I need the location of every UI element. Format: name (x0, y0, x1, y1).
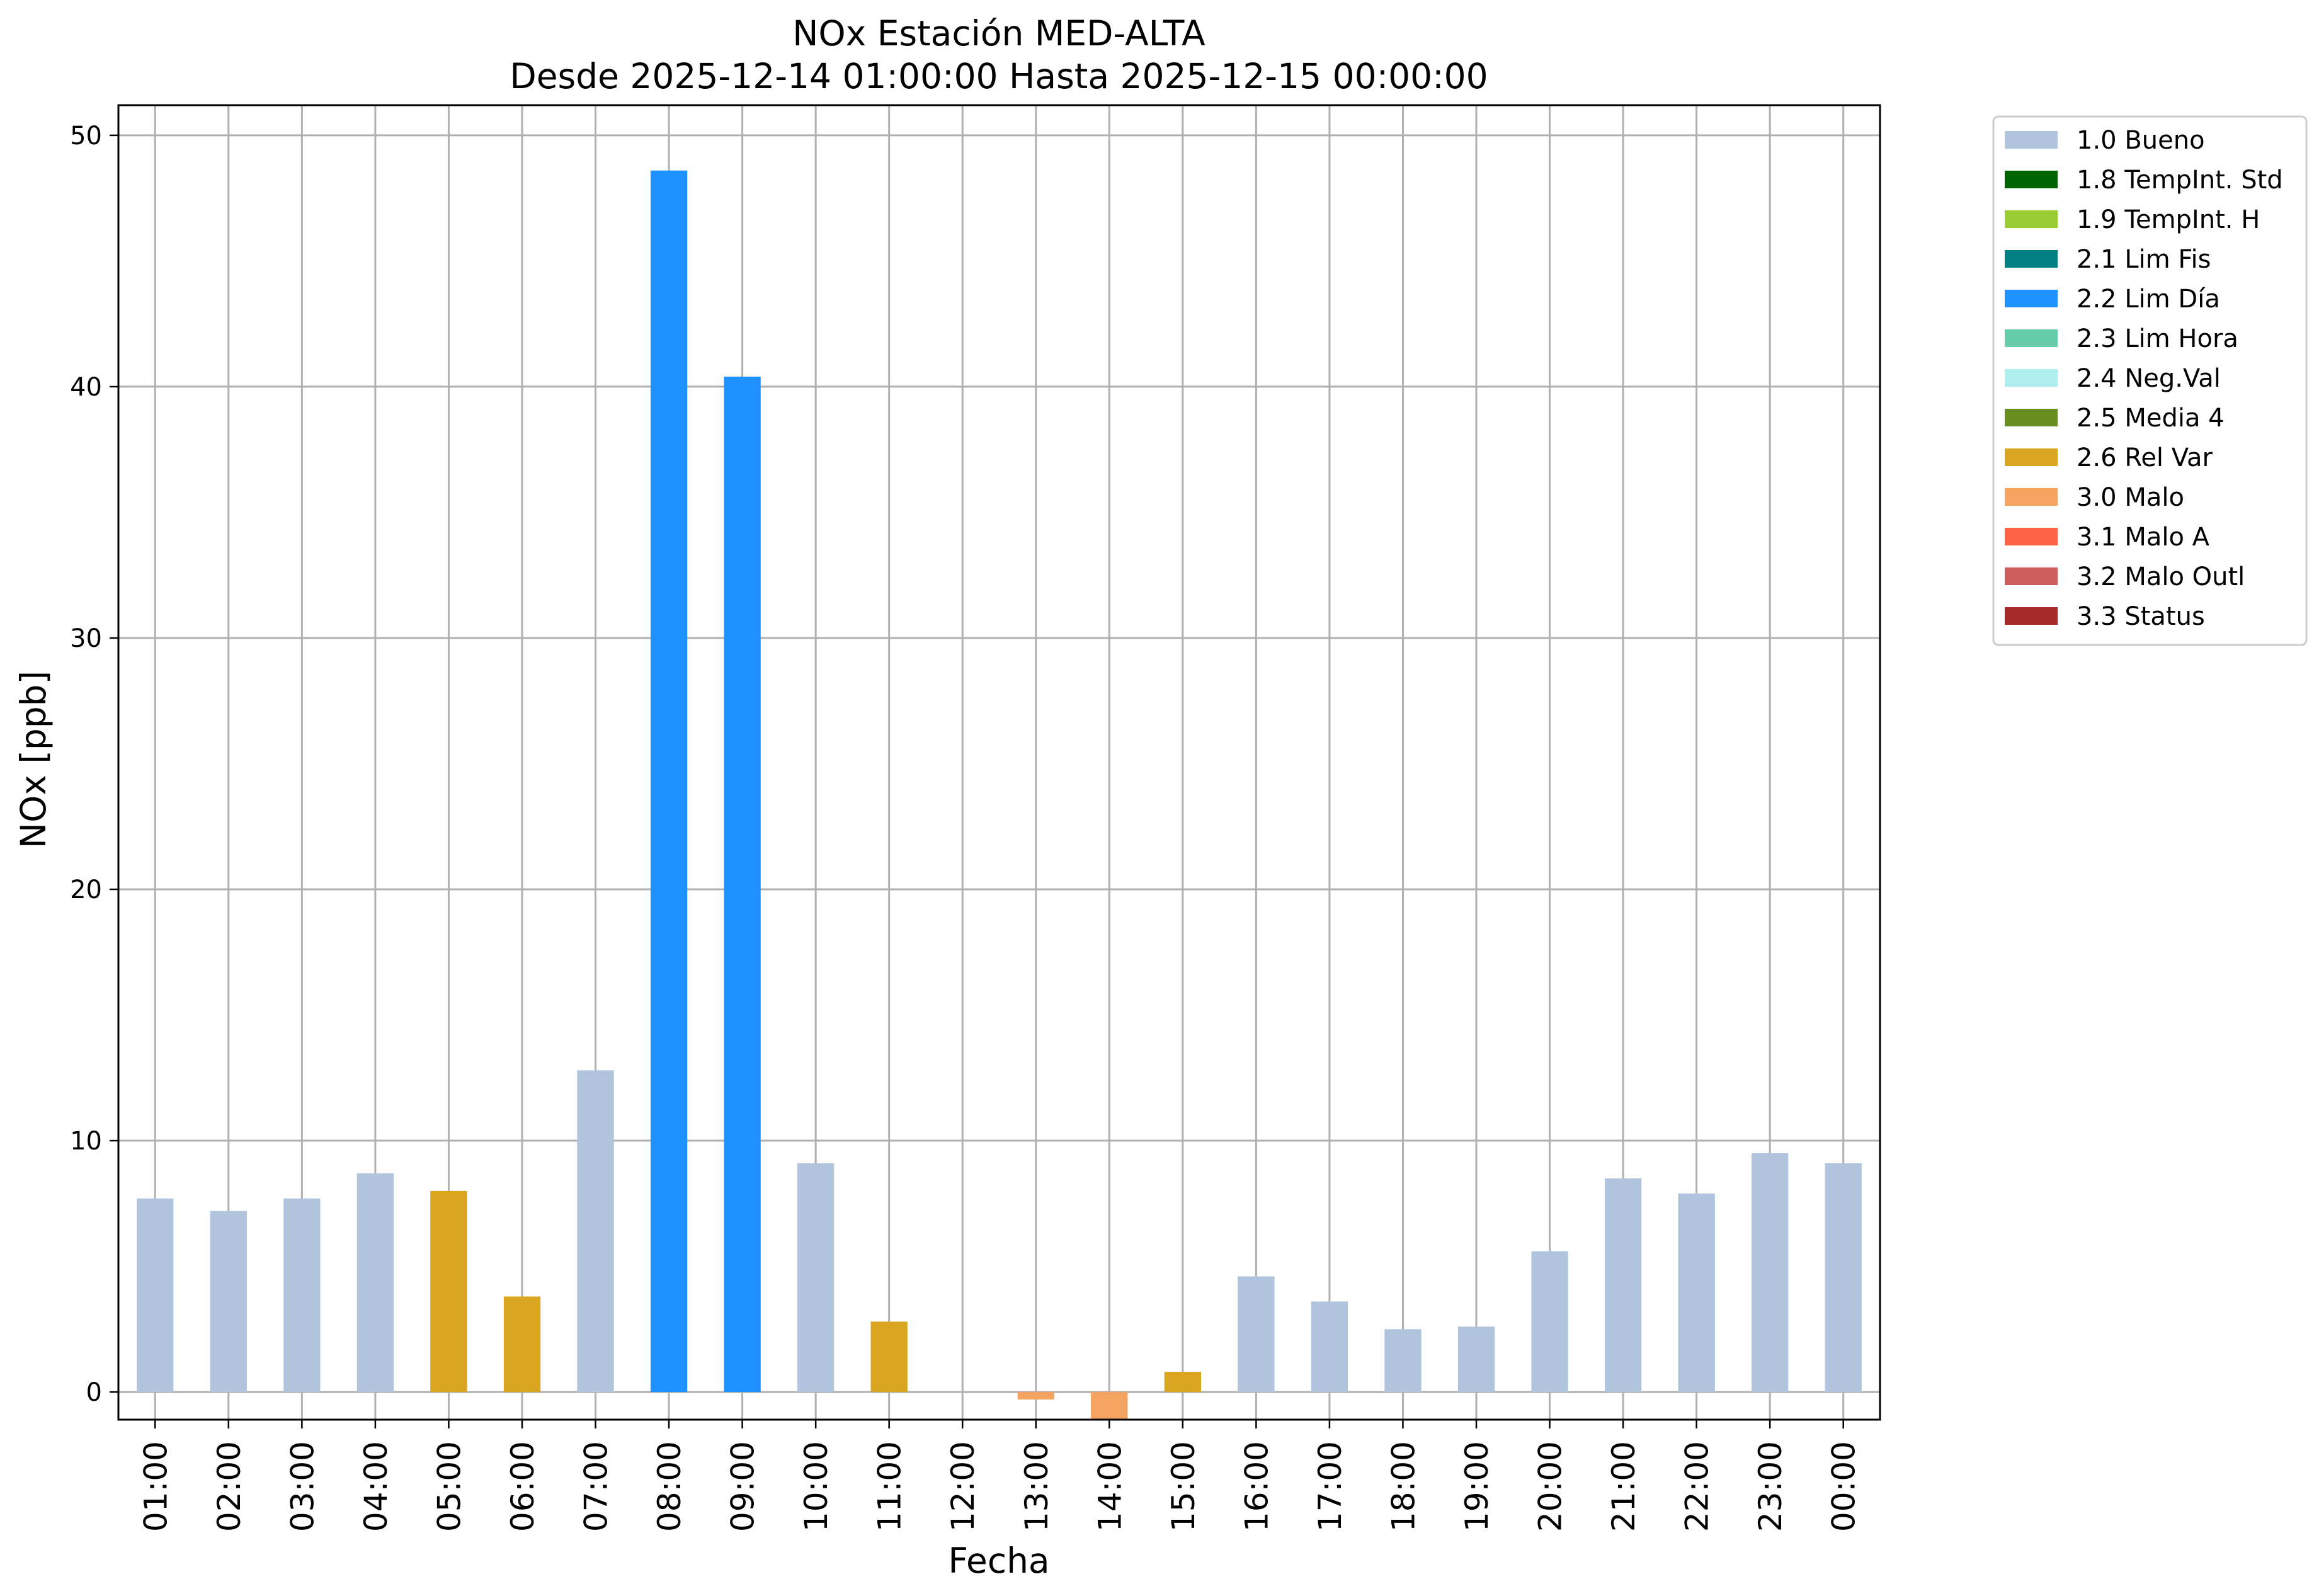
x-axis-label: Fecha (948, 1541, 1049, 1581)
x-tick-label: 04:00 (358, 1441, 394, 1532)
x-tick-label: 16:00 (1238, 1441, 1275, 1532)
y-tick-label: 20 (70, 875, 102, 904)
legend-label: 3.1 Malo A (2077, 523, 2210, 552)
x-tick-label: 00:00 (1826, 1441, 1862, 1532)
bar-17:00 (1311, 1301, 1348, 1393)
legend-swatch (2005, 131, 2058, 149)
legend-label: 1.8 TempInt. Std (2077, 166, 2283, 195)
bar-10:00 (797, 1163, 835, 1393)
chart-subtitle: Desde 2025-12-14 01:00:00 Hasta 2025-12-… (510, 56, 1488, 96)
legend-label: 1.9 TempInt. H (2077, 205, 2260, 234)
bar-22:00 (1678, 1193, 1715, 1393)
legend-label: 3.2 Malo Outl (2077, 562, 2245, 591)
x-tick-label: 05:00 (431, 1441, 467, 1532)
legend-swatch (2005, 210, 2058, 228)
legend-swatch (2005, 567, 2058, 585)
x-tick-label: 23:00 (1752, 1441, 1789, 1532)
bar-06:00 (503, 1296, 541, 1393)
plot-frame (117, 104, 1881, 1421)
x-tick-label: 17:00 (1312, 1441, 1348, 1532)
bars (137, 170, 1862, 1420)
legend-swatch (2005, 528, 2058, 545)
legend-swatch (2005, 250, 2058, 268)
legend-swatch (2005, 448, 2058, 466)
legend-label: 2.3 Lim Hora (2077, 324, 2238, 353)
bar-23:00 (1752, 1153, 1789, 1393)
legend-swatch (2005, 329, 2058, 347)
legend-label: 1.0 Bueno (2077, 126, 2205, 155)
x-tick-label: 09:00 (725, 1441, 761, 1532)
x-tick-label: 22:00 (1679, 1441, 1716, 1532)
y-tick-label: 30 (70, 624, 102, 653)
x-tick-label: 20:00 (1532, 1441, 1569, 1532)
y-tick-label: 40 (70, 373, 102, 402)
bar-02:00 (210, 1211, 247, 1393)
legend-label: 2.4 Neg.Val (2077, 364, 2221, 393)
legend-label: 2.5 Media 4 (2077, 404, 2225, 433)
bar-13:00 (1017, 1392, 1054, 1400)
bar-03:00 (283, 1198, 321, 1393)
bar-05:00 (430, 1190, 467, 1393)
bar-14:00 (1091, 1392, 1128, 1420)
bar-08:00 (650, 170, 688, 1393)
chart-title: NOx Estación MED-ALTA (792, 13, 1205, 54)
bar-09:00 (724, 376, 761, 1393)
legend-label: 2.6 Rel Var (2077, 443, 2213, 472)
x-tick-label: 01:00 (137, 1441, 174, 1532)
x-tick-label: 07:00 (578, 1441, 615, 1532)
x-tick-label: 15:00 (1165, 1441, 1202, 1532)
x-tick-label: 11:00 (872, 1441, 908, 1532)
x-tick-label: 10:00 (798, 1441, 835, 1532)
bar-16:00 (1238, 1276, 1275, 1393)
x-tick-label: 06:00 (504, 1441, 541, 1532)
bar-00:00 (1825, 1163, 1862, 1393)
legend: 1.0 Bueno 1.8 TempInt. Std 1.9 TempInt. H 2… (1992, 115, 2308, 646)
bar-15:00 (1164, 1372, 1201, 1393)
bar-07:00 (577, 1070, 614, 1393)
legend-label: 2.2 Lim Día (2077, 285, 2220, 314)
x-tick-label: 08:00 (651, 1441, 688, 1532)
bar-01:00 (137, 1198, 174, 1393)
bar-20:00 (1531, 1251, 1568, 1393)
x-tick-label: 12:00 (945, 1441, 981, 1532)
x-tick-label: 02:00 (211, 1441, 248, 1532)
x-tick-label: 19:00 (1459, 1441, 1495, 1532)
legend-label: 2.1 Lim Fis (2077, 245, 2211, 274)
x-axis-ticks: 01:00 02:00 03:00 04:00 05:00 06:00 07:00 08:00… (137, 1420, 1862, 1532)
legend-swatch (2005, 290, 2058, 307)
legend-box (1992, 115, 2308, 646)
y-tick-label: 10 (70, 1127, 102, 1156)
bar-18:00 (1384, 1329, 1422, 1393)
legend-label: 3.0 Malo (2077, 483, 2184, 512)
legend-swatch (2005, 409, 2058, 426)
legend-swatch (2005, 607, 2058, 625)
y-axis-label: NOx [ppb] (13, 671, 54, 848)
legend-label: 3.3 Status (2077, 602, 2205, 631)
legend-swatch (2005, 171, 2058, 188)
y-tick-label: 50 (70, 122, 102, 151)
bar-19:00 (1457, 1326, 1495, 1393)
bar-04:00 (356, 1173, 394, 1393)
y-tick-label: 0 (86, 1378, 102, 1407)
legend-swatch (2005, 369, 2058, 387)
x-tick-label: 03:00 (284, 1441, 321, 1532)
bar-11:00 (870, 1321, 908, 1393)
x-tick-label: 18:00 (1385, 1441, 1422, 1532)
x-tick-label: 21:00 (1605, 1441, 1642, 1532)
legend-swatch (2005, 488, 2058, 506)
x-tick-label: 13:00 (1018, 1441, 1055, 1532)
x-tick-label: 14:00 (1091, 1441, 1128, 1532)
bar-21:00 (1604, 1178, 1642, 1393)
y-axis-ticks: 0 10 20 30 40 50 (70, 122, 118, 1407)
